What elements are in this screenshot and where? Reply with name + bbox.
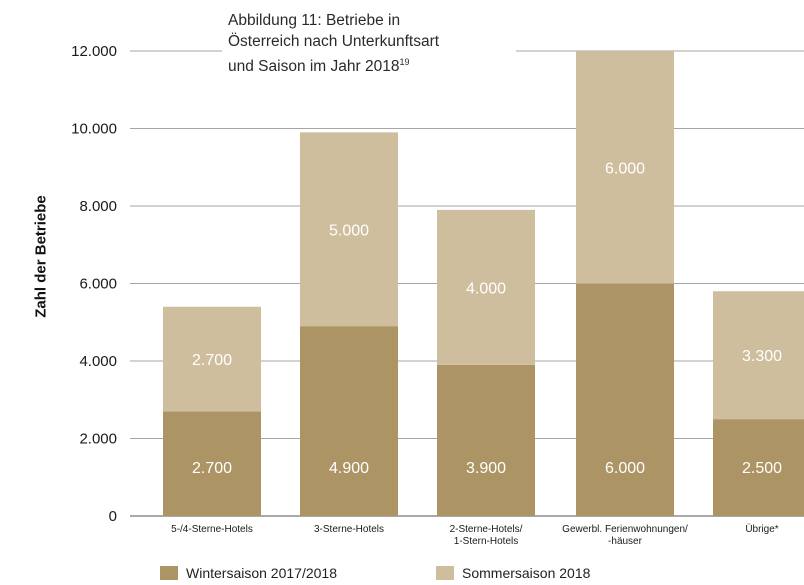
chart-title-footnote: 19 — [399, 57, 410, 67]
y-tick-label: 6.000 — [79, 276, 117, 293]
data-label-winter: 4.900 — [329, 460, 369, 477]
legend-label-winter: Wintersaison 2017/2018 — [186, 565, 337, 581]
y-tick-label: 2.000 — [79, 431, 117, 448]
chart-title-line-2: Österreich nach Unterkunftsart — [228, 33, 440, 50]
data-label-winter: 6.000 — [605, 460, 645, 477]
data-label-summer: 2.700 — [192, 352, 232, 369]
chart-title-line-1: Abbildung 11: Betriebe in — [228, 12, 401, 29]
bar-winter — [713, 419, 804, 516]
x-tick-label: 3-Sterne-Hotels — [314, 524, 384, 535]
x-tick-label: 5-/4-Sterne-Hotels — [171, 524, 253, 535]
bar-winter — [437, 364, 535, 516]
y-tick-label: 10.000 — [71, 121, 117, 138]
y-tick-label: 8.000 — [79, 198, 117, 215]
legend-swatch-winter — [160, 566, 178, 580]
data-label-summer: 4.000 — [466, 280, 506, 297]
bar-summer — [576, 51, 674, 284]
data-label-winter: 3.900 — [466, 460, 506, 477]
y-tick-label: 0 — [109, 508, 117, 525]
bar-winter — [300, 326, 398, 516]
y-tick-label: 12.000 — [71, 43, 117, 60]
x-tick-label: Übrige* — [745, 523, 778, 535]
bar-summer — [437, 209, 535, 365]
y-tick-label: 4.000 — [79, 353, 117, 370]
x-tick-label: 1-Stern-Hotels — [454, 536, 518, 547]
data-label-summer: 6.000 — [605, 160, 645, 177]
bar-winter — [576, 283, 674, 516]
y-axis-label: Zahl der Betriebe — [32, 195, 50, 318]
legend: Wintersaison 2017/2018 Sommersaison 2018 — [160, 565, 712, 581]
x-tick-label: 2-Sterne-Hotels/ — [450, 524, 523, 535]
chart-title-line-3: und Saison im Jahr 2018 — [228, 58, 400, 75]
legend-item-summer: Sommersaison 2018 — [436, 565, 712, 581]
bar-summer — [300, 132, 398, 327]
bar-summer — [713, 291, 804, 420]
data-label-summer: 3.300 — [742, 348, 782, 365]
data-label-winter: 2.500 — [742, 460, 782, 477]
bar-summer — [163, 306, 261, 412]
data-label-winter: 2.700 — [192, 460, 232, 477]
data-label-summer: 5.000 — [329, 222, 369, 239]
legend-swatch-summer — [436, 566, 454, 580]
chart-title: Abbildung 11: Betriebe in Österreich nac… — [222, 10, 516, 77]
bar-winter — [163, 411, 261, 516]
x-tick-label: Gewerbl. Ferienwohnungen/ — [562, 524, 688, 535]
legend-item-winter: Wintersaison 2017/2018 — [160, 565, 436, 581]
x-tick-label: -häuser — [608, 536, 643, 547]
legend-label-summer: Sommersaison 2018 — [462, 565, 591, 581]
